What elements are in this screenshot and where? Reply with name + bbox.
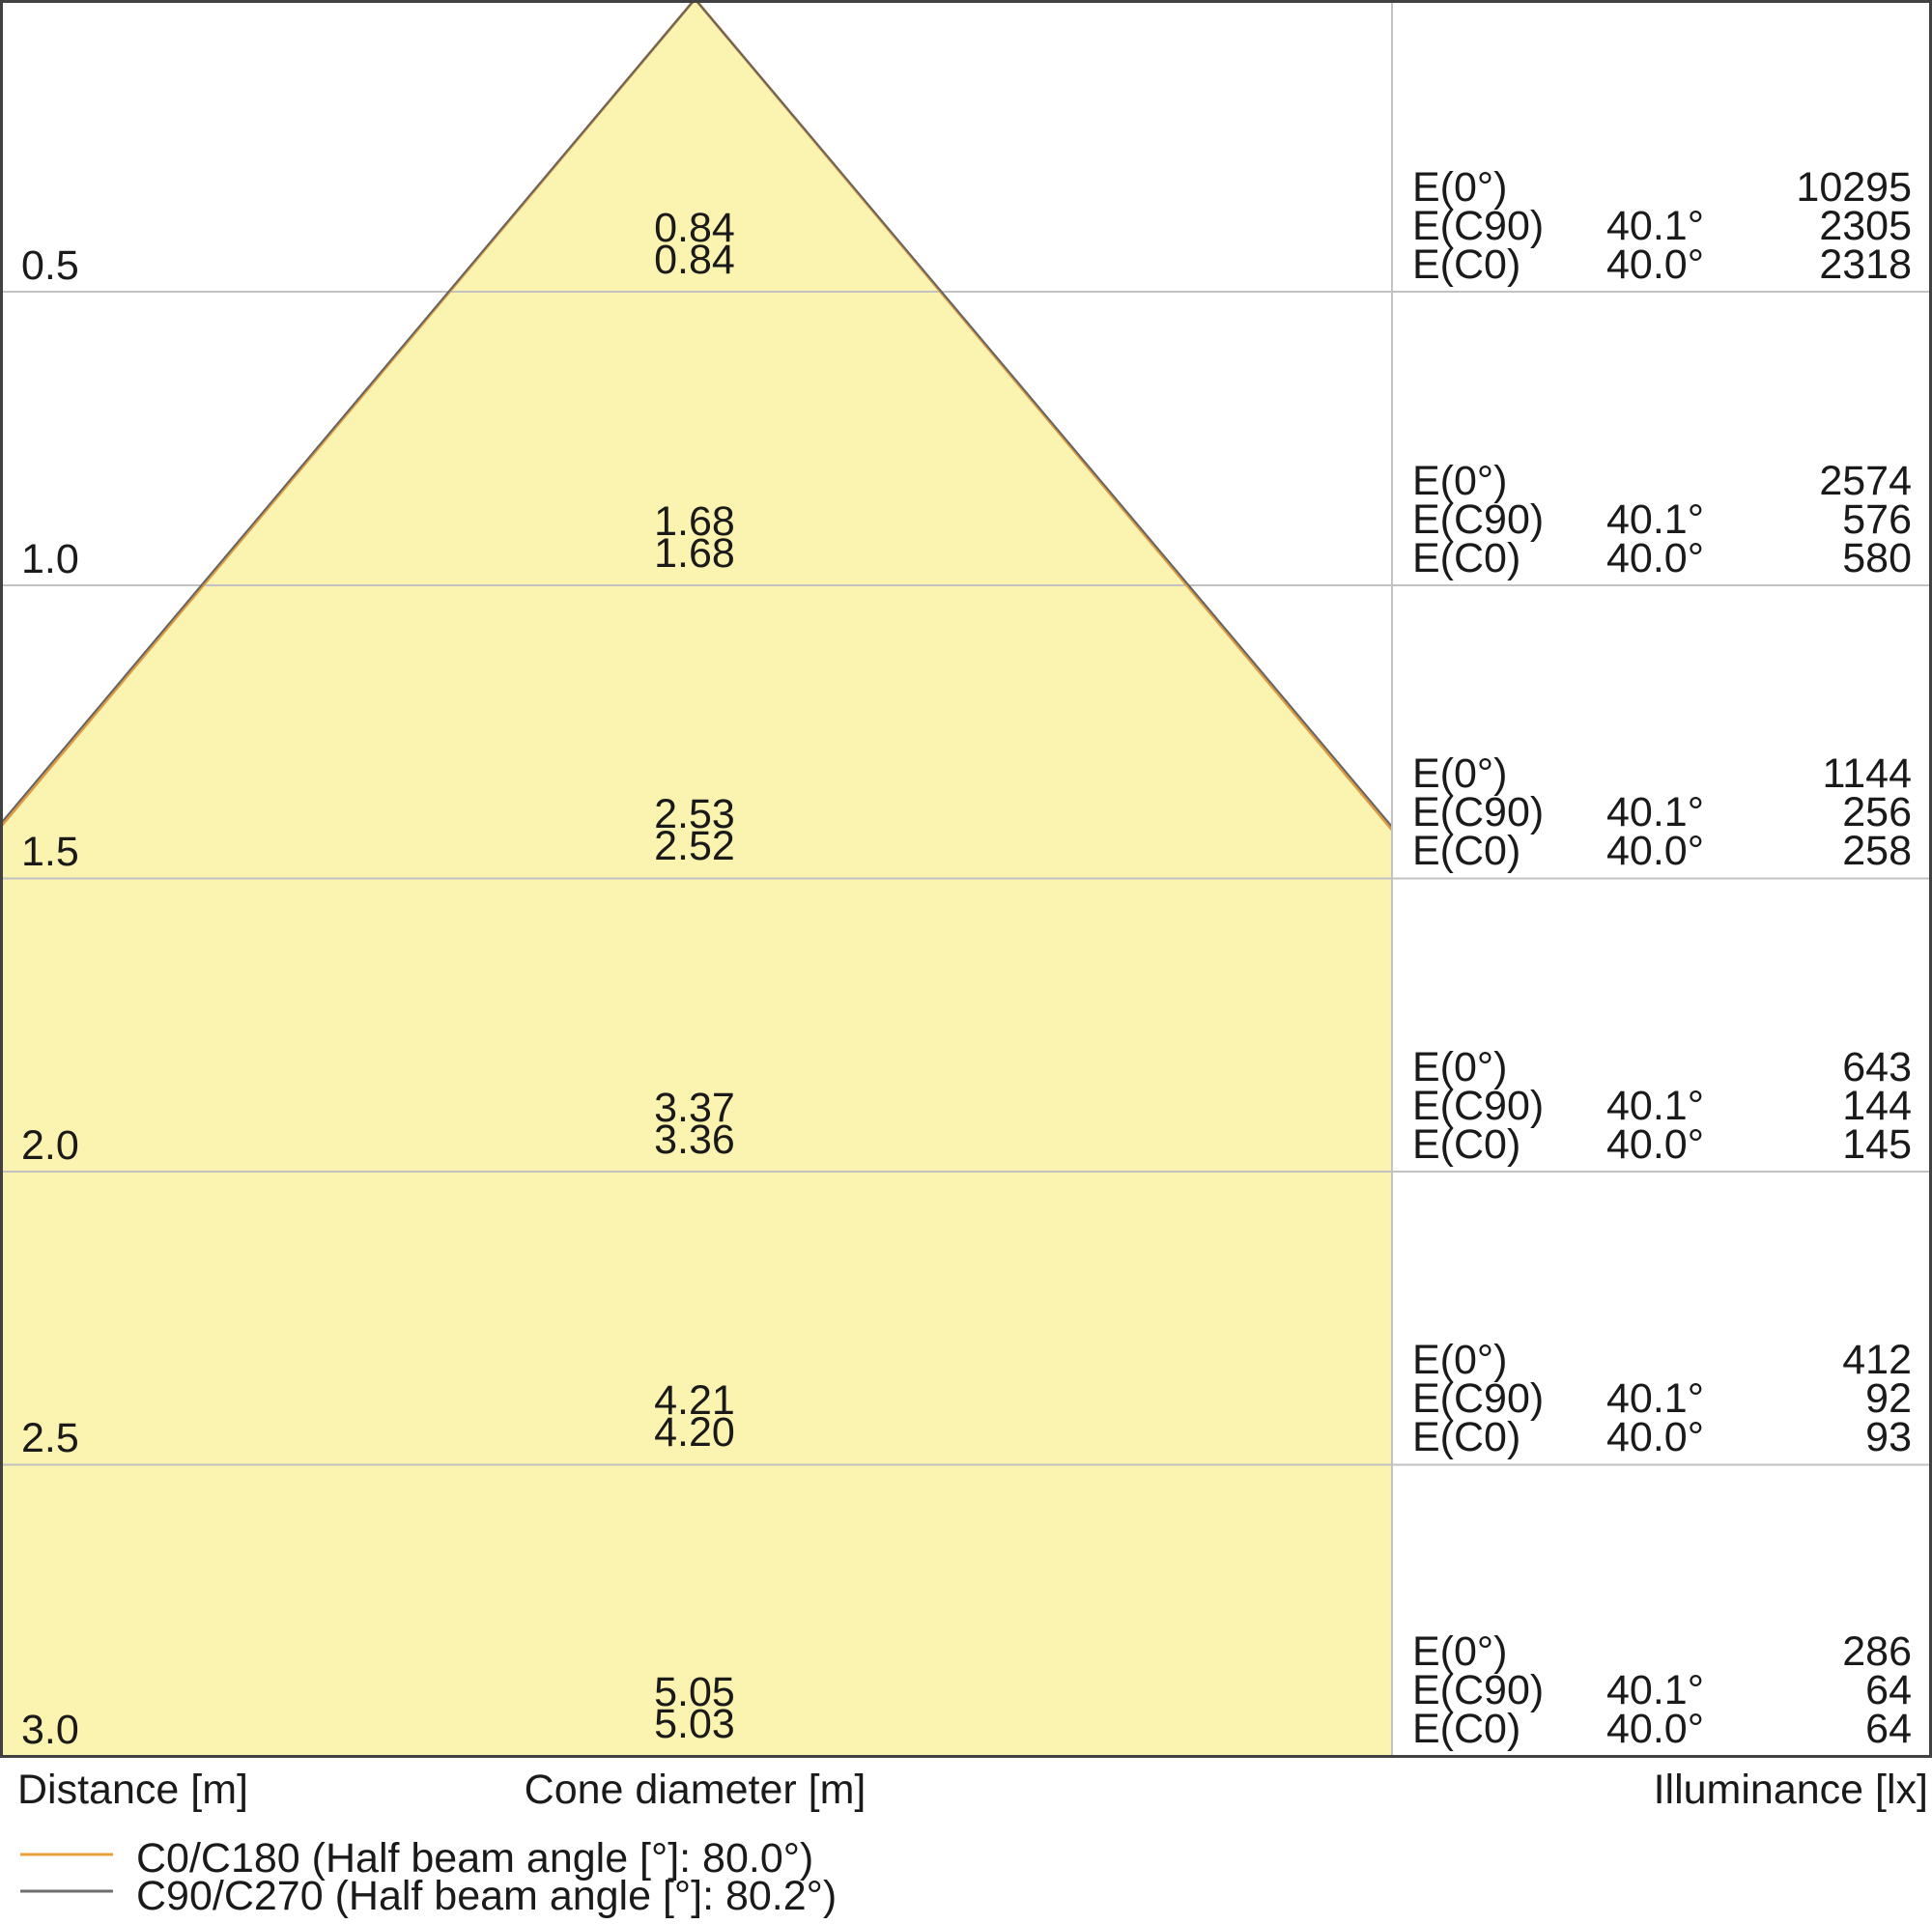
svg-text:E(C90): E(C90): [1412, 789, 1544, 835]
svg-text:1.68: 1.68: [654, 498, 735, 545]
svg-text:3.36: 3.36: [654, 1117, 735, 1163]
svg-text:144: 144: [1842, 1083, 1912, 1129]
svg-text:5.05: 5.05: [654, 1669, 735, 1715]
svg-text:C90/C270 (Half beam angle [°]:: C90/C270 (Half beam angle [°]: 80.2°): [136, 1873, 837, 1919]
svg-text:C0/C180 (Half beam angle [°]:: C0/C180 (Half beam angle [°]: 80.0°): [136, 1835, 813, 1882]
svg-text:1144: 1144: [1823, 750, 1912, 797]
svg-text:412: 412: [1842, 1337, 1912, 1383]
svg-text:E(C90): E(C90): [1412, 1375, 1544, 1422]
svg-text:E(C90): E(C90): [1412, 203, 1544, 249]
svg-text:576: 576: [1842, 496, 1912, 543]
svg-text:E(0°): E(0°): [1412, 1044, 1507, 1090]
svg-text:2.52: 2.52: [654, 823, 735, 869]
svg-text:E(C0): E(C0): [1412, 535, 1520, 581]
svg-text:3.37: 3.37: [654, 1085, 735, 1131]
svg-text:E(0°): E(0°): [1412, 750, 1507, 797]
svg-text:2305: 2305: [1819, 203, 1912, 249]
svg-text:93: 93: [1865, 1414, 1912, 1460]
svg-text:40.0°: 40.0°: [1606, 1414, 1704, 1460]
svg-text:40.1°: 40.1°: [1606, 789, 1704, 835]
svg-text:580: 580: [1842, 535, 1912, 581]
svg-text:0.84: 0.84: [654, 237, 735, 283]
svg-text:64: 64: [1865, 1706, 1912, 1752]
svg-text:40.0°: 40.0°: [1606, 241, 1704, 288]
svg-text:E(0°): E(0°): [1412, 164, 1507, 211]
svg-text:1.0: 1.0: [21, 536, 79, 582]
svg-text:2.53: 2.53: [654, 791, 735, 837]
svg-text:64: 64: [1865, 1667, 1912, 1713]
svg-text:40.0°: 40.0°: [1606, 1706, 1704, 1752]
svg-text:0.5: 0.5: [21, 242, 79, 289]
svg-text:4.20: 4.20: [654, 1409, 735, 1456]
svg-text:2.5: 2.5: [21, 1415, 79, 1461]
svg-text:E(0°): E(0°): [1412, 1628, 1507, 1675]
svg-text:E(0°): E(0°): [1412, 458, 1507, 504]
svg-text:40.1°: 40.1°: [1606, 496, 1704, 543]
svg-text:1.5: 1.5: [21, 829, 79, 875]
svg-text:40.1°: 40.1°: [1606, 1083, 1704, 1129]
svg-text:145: 145: [1842, 1121, 1912, 1168]
svg-text:E(C90): E(C90): [1412, 1667, 1544, 1713]
svg-text:Cone diameter [m]: Cone diameter [m]: [525, 1767, 867, 1813]
svg-text:4.21: 4.21: [654, 1377, 735, 1424]
svg-text:2318: 2318: [1819, 241, 1912, 288]
svg-text:258: 258: [1842, 828, 1912, 874]
svg-text:40.0°: 40.0°: [1606, 1121, 1704, 1168]
svg-text:40.0°: 40.0°: [1606, 828, 1704, 874]
svg-text:40.0°: 40.0°: [1606, 535, 1704, 581]
svg-text:E(0°): E(0°): [1412, 1337, 1507, 1383]
svg-text:2574: 2574: [1819, 458, 1912, 504]
svg-text:1.68: 1.68: [654, 530, 735, 577]
svg-text:3.0: 3.0: [21, 1707, 79, 1753]
svg-text:40.1°: 40.1°: [1606, 1375, 1704, 1422]
svg-text:286: 286: [1842, 1628, 1912, 1675]
svg-text:256: 256: [1842, 789, 1912, 835]
svg-text:Distance [m]: Distance [m]: [17, 1767, 248, 1813]
svg-text:E(C0): E(C0): [1412, 241, 1520, 288]
svg-text:92: 92: [1865, 1375, 1912, 1422]
svg-text:E(C90): E(C90): [1412, 1083, 1544, 1129]
svg-text:10295: 10295: [1796, 164, 1912, 211]
svg-text:40.1°: 40.1°: [1606, 203, 1704, 249]
svg-text:Illuminance [lx]: Illuminance [lx]: [1654, 1767, 1928, 1813]
svg-text:E(C0): E(C0): [1412, 1414, 1520, 1460]
svg-text:E(C90): E(C90): [1412, 496, 1544, 543]
svg-text:2.0: 2.0: [21, 1122, 79, 1169]
svg-text:0.84: 0.84: [654, 205, 735, 251]
svg-text:E(C0): E(C0): [1412, 828, 1520, 874]
svg-text:5.03: 5.03: [654, 1701, 735, 1747]
svg-text:E(C0): E(C0): [1412, 1706, 1520, 1752]
svg-text:643: 643: [1842, 1044, 1912, 1090]
svg-text:E(C0): E(C0): [1412, 1121, 1520, 1168]
svg-text:40.1°: 40.1°: [1606, 1667, 1704, 1713]
